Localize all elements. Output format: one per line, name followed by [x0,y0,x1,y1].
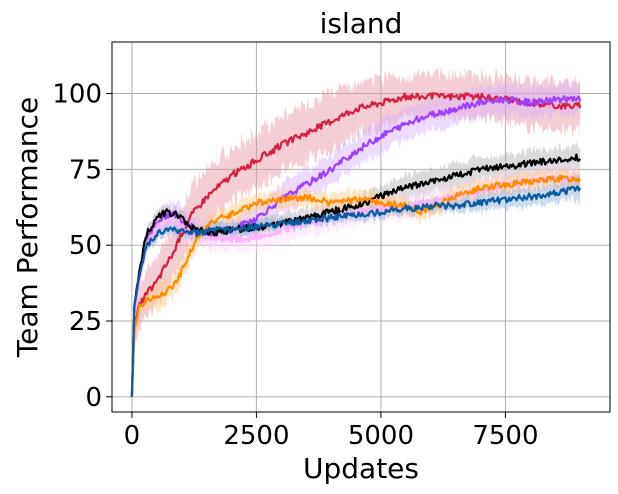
y-tick-label: 25 [69,307,102,337]
x-tick-label: 2500 [223,421,289,451]
plot-frame [111,41,611,413]
y-tick-label: 75 [69,155,102,185]
series-lines [130,92,582,397]
x-axis-label: Updates [303,452,419,485]
y-axis-label: Team Performance [11,97,44,358]
x-tick-label: 5000 [348,421,414,451]
x-axis-ticks: 0 2500 5000 7500 [124,412,539,451]
x-tick-label: 0 [124,421,141,451]
series-5-line [130,174,582,397]
y-tick-label: 50 [69,231,102,261]
x-tick-label: 7500 [472,421,538,451]
series-3-band [131,140,581,403]
series-1-line [130,92,582,397]
y-tick-label: 0 [85,383,102,413]
chart-title: island [320,7,403,40]
series-2-band [131,78,581,406]
series-6-line [130,185,582,397]
y-tick-label: 100 [52,80,102,110]
series-4-band [131,161,581,406]
y-axis-ticks: 0 25 50 75 100 [52,80,112,413]
series-1-band [131,66,581,422]
